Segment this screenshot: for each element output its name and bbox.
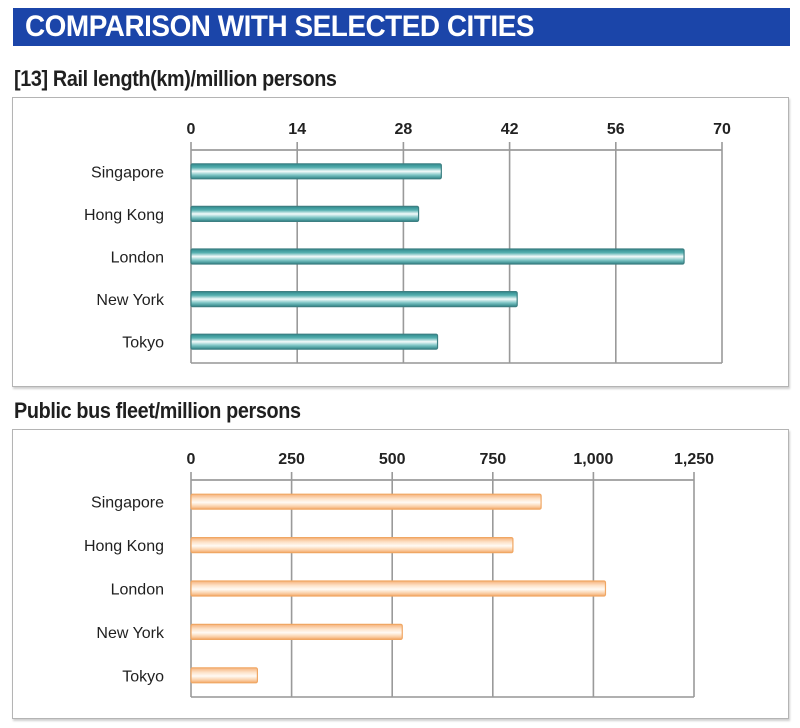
rail-bar-new-york [190, 291, 518, 308]
bus-tick-label: 250 [278, 451, 305, 468]
rail-chart-title: [13] Rail length(km)/million persons [14, 66, 337, 91]
bus-category-label: New York [96, 625, 165, 642]
rail-tick-label: 0 [187, 121, 196, 138]
bus-tick-label: 1,250 [674, 451, 714, 468]
bus-chart-panel [12, 429, 789, 719]
rail-tick-label: 70 [713, 121, 731, 138]
rail-tick-label: 42 [501, 121, 519, 138]
rail-tick-label: 28 [395, 121, 413, 138]
bus-tick-label: 750 [479, 451, 506, 468]
rail-bar-hong-kong [190, 205, 420, 222]
rail-bar-london [190, 248, 685, 265]
bus-chart-title: Public bus fleet/million persons [14, 398, 301, 423]
bus-category-label: Hong Kong [84, 538, 164, 555]
bus-bar-london [190, 580, 607, 597]
bus-tick-label: 0 [187, 451, 196, 468]
bus-tick-label: 500 [379, 451, 406, 468]
bus-category-label: Tokyo [122, 668, 164, 685]
rail-category-label: Hong Kong [84, 207, 164, 224]
rail-category-label: New York [96, 292, 165, 309]
bus-bar-new-york [190, 623, 403, 641]
section-banner: COMPARISON WITH SELECTED CITIES [13, 8, 790, 46]
rail-tick-label: 14 [288, 121, 306, 138]
rail-category-label: London [111, 250, 164, 267]
rail-category-label: Tokyo [122, 335, 164, 352]
bus-tick-label: 1,000 [573, 451, 613, 468]
rail-tick-label: 56 [607, 121, 625, 138]
bus-category-label: Singapore [91, 495, 164, 512]
bus-bar-hong-kong [190, 536, 514, 554]
rail-bar-singapore [190, 163, 442, 180]
bus-bar-tokyo [190, 667, 258, 684]
section-title: COMPARISON WITH SELECTED CITIES [25, 10, 534, 43]
rail-category-label: Singapore [91, 164, 164, 181]
bus-bar-singapore [190, 493, 542, 510]
rail-bar-tokyo [190, 333, 439, 350]
bus-category-label: London [111, 582, 164, 599]
